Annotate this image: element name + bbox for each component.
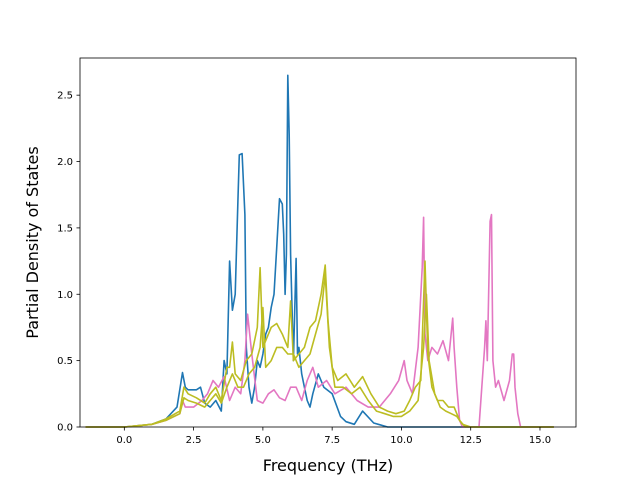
series-line-2 xyxy=(85,213,554,428)
series-line-4 xyxy=(85,273,554,428)
x-axis-label: Frequency (THz) xyxy=(263,456,393,475)
y-tick-label: 2.5 xyxy=(57,91,73,102)
y-tick-label: 2.0 xyxy=(57,157,73,168)
x-axis: 0.0 2.5 5.0 7.5 10.0 12.5 15.0 xyxy=(116,427,551,446)
x-tick-label: 5.0 xyxy=(255,435,271,446)
plot-frame xyxy=(79,57,577,428)
x-tick-label: 7.5 xyxy=(324,435,340,446)
y-axis: 0.0 0.5 1.0 1.5 2.0 2.5 xyxy=(57,91,80,434)
x-tick-label: 15.0 xyxy=(529,435,551,446)
y-axis-label: Partial Density of States xyxy=(23,146,42,338)
x-tick-label: 2.5 xyxy=(186,435,202,446)
x-tick-label: 10.0 xyxy=(390,435,412,446)
series-line-1 xyxy=(85,74,554,428)
series-layer xyxy=(85,74,554,428)
y-tick-label: 1.5 xyxy=(57,223,73,234)
y-tick-label: 0.5 xyxy=(57,356,73,367)
x-tick-label: 12.5 xyxy=(460,435,482,446)
y-tick-label: 0.0 xyxy=(57,423,73,434)
series-line-3 xyxy=(85,260,554,428)
y-tick-label: 1.0 xyxy=(57,290,73,301)
x-tick-label: 0.0 xyxy=(116,435,132,446)
